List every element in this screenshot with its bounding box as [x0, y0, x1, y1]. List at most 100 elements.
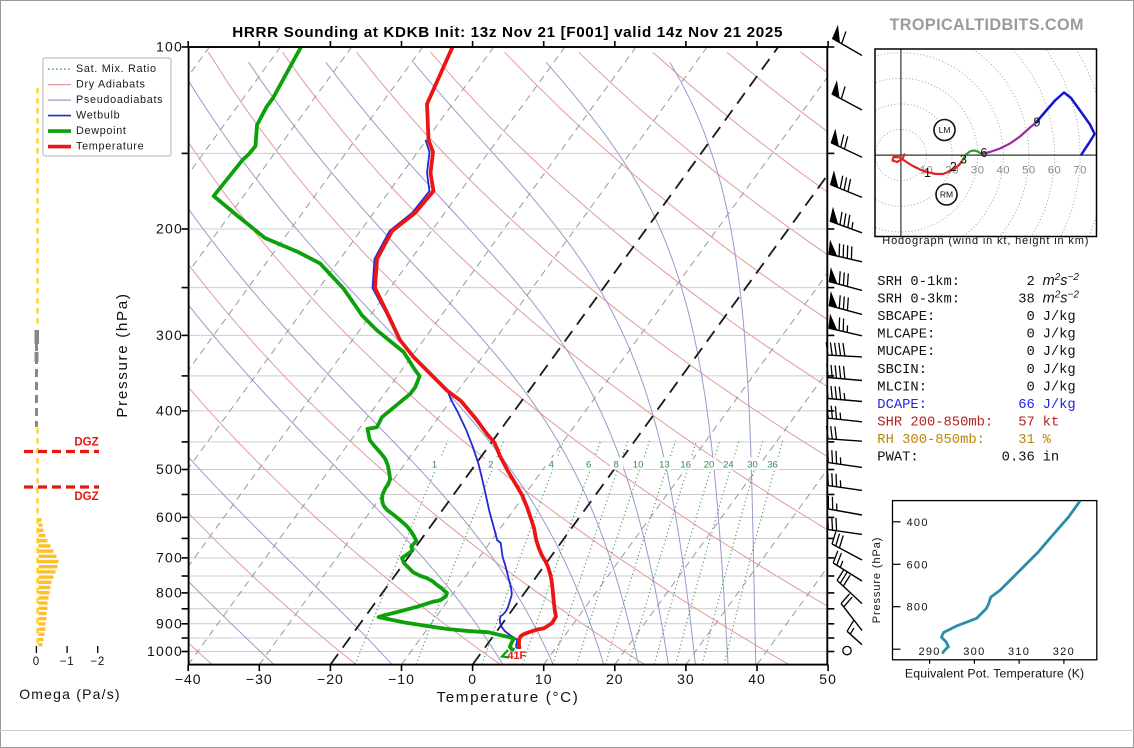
svg-text:310: 310 [1008, 646, 1030, 658]
svg-text:SRH 0-3km:: SRH 0-3km: [877, 292, 960, 308]
svg-text:900: 900 [156, 615, 183, 631]
svg-text:10: 10 [535, 671, 553, 687]
svg-text:SBCIN:: SBCIN: [877, 363, 927, 378]
svg-text:0: 0 [1027, 310, 1035, 325]
svg-text:100: 100 [156, 39, 183, 55]
svg-text:2: 2 [950, 160, 957, 174]
svg-text:50: 50 [1022, 165, 1036, 177]
svg-text:−30: −30 [246, 671, 273, 687]
svg-text:SBCAPE:: SBCAPE: [877, 310, 935, 325]
svg-text:Equivalent Pot. Temperature (K: Equivalent Pot. Temperature (K) [905, 667, 1084, 681]
svg-text:16: 16 [680, 460, 691, 471]
svg-text:−2: −2 [90, 656, 105, 668]
svg-text:Dewpoint: Dewpoint [76, 125, 127, 137]
svg-text:10: 10 [633, 460, 644, 471]
svg-text:%: % [1043, 433, 1052, 448]
svg-text:RM: RM [940, 190, 953, 200]
svg-text:36: 36 [767, 460, 778, 471]
svg-text:300: 300 [963, 646, 985, 658]
svg-text:20: 20 [606, 671, 624, 687]
svg-text:38: 38 [1018, 293, 1035, 308]
svg-text:0: 0 [1027, 363, 1035, 378]
svg-text:Temperature (°C): Temperature (°C) [436, 689, 579, 706]
svg-text:40: 40 [997, 165, 1011, 177]
svg-text:kt: kt [1043, 414, 1060, 430]
svg-text:Sat. Mix. Ratio: Sat. Mix. Ratio [76, 63, 157, 75]
svg-text:290: 290 [918, 646, 940, 658]
svg-text:4: 4 [549, 460, 554, 471]
svg-text:2: 2 [1027, 275, 1035, 290]
svg-text:50: 50 [819, 671, 837, 687]
svg-text:800: 800 [156, 584, 183, 600]
svg-text:−1: −1 [60, 656, 75, 668]
svg-text:1: 1 [432, 460, 437, 471]
svg-text:DGZ: DGZ [74, 437, 98, 449]
svg-text:Hodograph (wind in kt, height: Hodograph (wind in kt, height in km) [882, 235, 1089, 247]
svg-text:MLCIN:: MLCIN: [877, 380, 927, 395]
svg-text:DCAPE:: DCAPE: [877, 398, 927, 413]
svg-text:2: 2 [488, 460, 493, 471]
svg-text:41F: 41F [508, 650, 527, 662]
svg-text:1: 1 [924, 166, 931, 180]
svg-text:30: 30 [971, 165, 985, 177]
svg-text:200: 200 [156, 221, 183, 237]
svg-text:66: 66 [1018, 398, 1035, 413]
svg-text:400: 400 [156, 402, 183, 418]
svg-text:HRRR Sounding at KDKB Init: 13: HRRR Sounding at KDKB Init: 13z Nov 21 [… [232, 24, 783, 41]
svg-text:J/kg: J/kg [1043, 327, 1076, 343]
svg-text:−20: −20 [317, 671, 344, 687]
svg-text:LM: LM [939, 125, 951, 135]
svg-text:300: 300 [156, 327, 183, 343]
svg-text:1000: 1000 [147, 643, 183, 659]
svg-text:40: 40 [748, 671, 766, 687]
svg-text:0: 0 [468, 671, 477, 687]
svg-text:0: 0 [33, 656, 40, 668]
svg-text:MUCAPE:: MUCAPE: [877, 345, 935, 360]
svg-text:9: 9 [1034, 116, 1041, 130]
svg-text:in: in [1043, 450, 1060, 466]
svg-text:70: 70 [1073, 165, 1087, 177]
svg-text:0: 0 [1027, 328, 1035, 343]
svg-text:57: 57 [1018, 415, 1035, 430]
svg-text:TROPICALTIDBITS.COM: TROPICALTIDBITS.COM [890, 16, 1084, 34]
svg-text:0: 0 [1027, 345, 1035, 360]
svg-text:J/kg: J/kg [1043, 309, 1076, 325]
svg-text:31: 31 [1018, 433, 1035, 448]
svg-text:600: 600 [156, 509, 183, 525]
svg-text:Dry Adiabats: Dry Adiabats [76, 79, 146, 91]
svg-text:3: 3 [960, 153, 967, 167]
svg-text:RH 300-850mb:: RH 300-850mb: [877, 432, 985, 448]
svg-text:20: 20 [704, 460, 715, 471]
svg-text:500: 500 [156, 461, 183, 477]
svg-text:−10: −10 [388, 671, 415, 687]
svg-text:8: 8 [614, 460, 619, 471]
svg-text:Pseudoadiabats: Pseudoadiabats [76, 94, 163, 106]
svg-text:60: 60 [1048, 165, 1062, 177]
svg-text:0.36: 0.36 [1002, 451, 1035, 466]
svg-text:Omega (Pa/s): Omega (Pa/s) [19, 686, 121, 702]
svg-text:SRH 0-1km:: SRH 0-1km: [877, 274, 960, 290]
svg-text:30: 30 [677, 671, 695, 687]
svg-text:800: 800 [907, 602, 929, 614]
svg-text:0: 0 [1027, 380, 1035, 395]
svg-text:700: 700 [156, 549, 183, 565]
svg-text:MLCAPE:: MLCAPE: [877, 328, 935, 343]
svg-text:PWAT:: PWAT: [877, 451, 918, 466]
svg-text:600: 600 [907, 559, 929, 571]
svg-text:6: 6 [980, 146, 987, 160]
svg-text:J/kg: J/kg [1043, 379, 1076, 395]
svg-text:Pressure (hPa): Pressure (hPa) [871, 537, 883, 624]
svg-text:400: 400 [907, 517, 929, 529]
svg-text:SHR 200-850mb:: SHR 200-850mb: [877, 414, 993, 430]
svg-text:13: 13 [659, 460, 670, 471]
svg-text:J/kg: J/kg [1043, 344, 1076, 360]
svg-text:DGZ: DGZ [74, 491, 98, 503]
svg-text:J/kg: J/kg [1043, 397, 1076, 413]
svg-text:−40: −40 [175, 671, 202, 687]
svg-text:Temperature: Temperature [76, 141, 144, 153]
svg-text:24: 24 [723, 460, 734, 471]
svg-text:Pressure (hPa): Pressure (hPa) [114, 292, 131, 417]
svg-text:J/kg: J/kg [1043, 362, 1076, 378]
svg-text:6: 6 [586, 460, 591, 471]
svg-text:320: 320 [1053, 646, 1075, 658]
